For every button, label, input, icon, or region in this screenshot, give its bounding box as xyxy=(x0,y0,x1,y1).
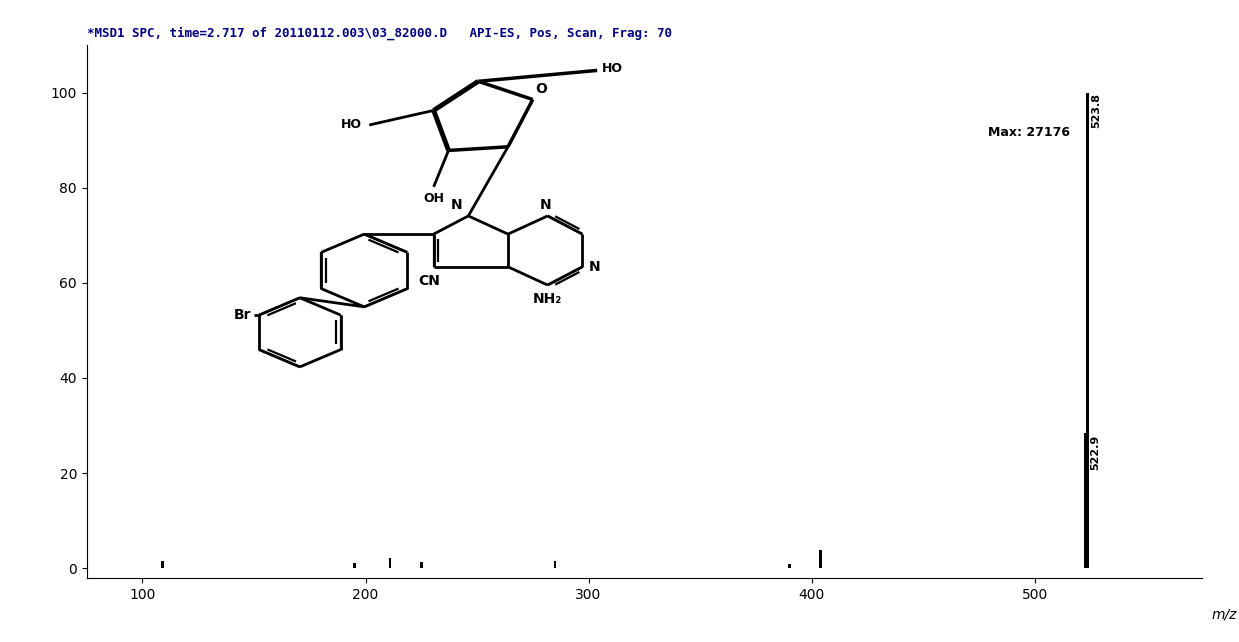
Bar xyxy=(788,564,790,568)
Text: N: N xyxy=(589,260,600,274)
Text: HO: HO xyxy=(341,119,362,132)
Bar xyxy=(161,561,164,568)
Bar xyxy=(389,558,392,568)
Text: OH: OH xyxy=(424,193,444,205)
Text: Max: 27176: Max: 27176 xyxy=(989,126,1070,139)
Text: 523.8: 523.8 xyxy=(1092,92,1101,128)
Text: HO: HO xyxy=(602,62,623,75)
Bar xyxy=(1087,92,1089,568)
X-axis label: m/z: m/z xyxy=(1212,607,1237,621)
Text: *MSD1 SPC, time=2.717 of 20110112.003\03_82000.D   API-ES, Pos, Scan, Frag: 70: *MSD1 SPC, time=2.717 of 20110112.003\03… xyxy=(87,26,672,40)
Bar xyxy=(554,561,556,568)
Bar xyxy=(353,562,356,568)
Bar xyxy=(420,562,422,568)
Bar xyxy=(819,550,821,568)
Text: 522.9: 522.9 xyxy=(1090,435,1100,471)
Text: N: N xyxy=(451,198,462,212)
Text: O: O xyxy=(535,82,548,96)
Bar xyxy=(1084,433,1087,568)
Text: CN: CN xyxy=(418,274,440,288)
Text: NH₂: NH₂ xyxy=(533,292,563,306)
Text: N: N xyxy=(539,198,551,212)
Text: Br: Br xyxy=(234,308,252,322)
